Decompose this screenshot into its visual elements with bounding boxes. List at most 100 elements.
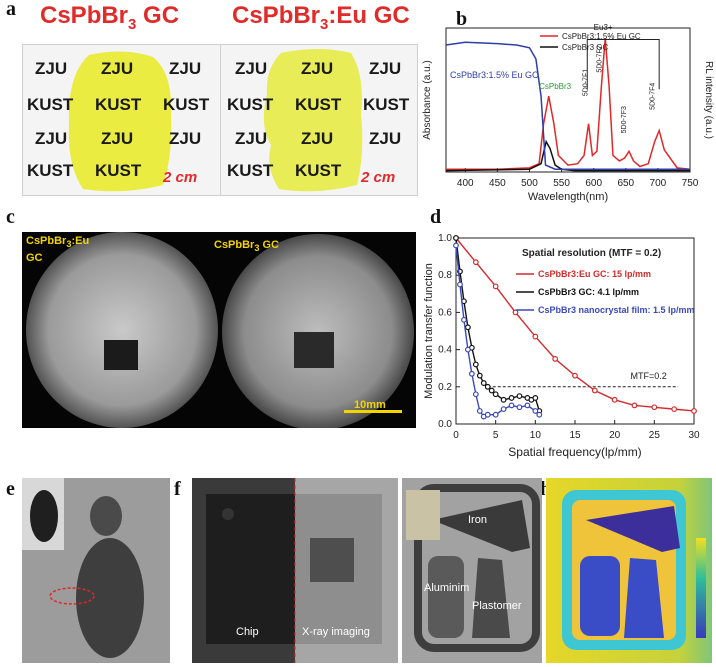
data-point xyxy=(457,281,463,288)
x-axis-label: Wavelength(nm) xyxy=(528,191,608,203)
x-tick-label: 550 xyxy=(553,178,570,189)
data-point xyxy=(591,387,598,394)
data-point xyxy=(508,402,515,409)
x-tick-label: 650 xyxy=(617,178,634,189)
panel-label-d: d xyxy=(430,206,442,228)
scale-label-right: 2 cm xyxy=(361,169,396,186)
x-tick-label: 5 xyxy=(493,430,499,441)
y-tick-label: 0.2 xyxy=(438,382,452,393)
transition-label: 5D0-7F1 xyxy=(582,69,589,96)
data-point xyxy=(476,372,483,379)
transition-label: 5D0-7F4 xyxy=(650,83,657,110)
legend-entry: CsPbBr3 GC: 4.1 lp/mm xyxy=(538,287,639,297)
grid-word: ZJU xyxy=(35,59,68,78)
x-tick-label: 20 xyxy=(609,430,621,441)
data-point xyxy=(552,355,559,362)
x-tick-label: 700 xyxy=(650,178,667,189)
sample-photo-right: ZJU ZJU ZJU KUST KUST KUST ZJU ZJU ZJU K… xyxy=(220,44,418,196)
data-point xyxy=(476,408,483,414)
false-color-graphic xyxy=(546,478,712,663)
y-tick-label: 0.0 xyxy=(438,419,452,430)
legend-entry: CsPbBr3:Eu GC: 15 lp/mm xyxy=(538,269,651,279)
threshold-label: MTF=0.2 xyxy=(631,371,667,381)
data-point xyxy=(492,391,499,398)
spectra-chart: 400 450 500 550 600 650 700 750 Wavelength(nm) Ab… xyxy=(422,23,714,203)
data-point xyxy=(468,370,475,377)
xray-beetle xyxy=(22,478,170,663)
glass-disc-right xyxy=(263,49,363,192)
grid-word: KUST xyxy=(363,95,410,114)
data-point xyxy=(532,408,539,414)
grid-word: KUST xyxy=(227,161,274,180)
transition-label: 5D0-7F2 xyxy=(596,45,603,72)
chart-title: Spatial resolution (MTF = 0.2) xyxy=(522,248,661,259)
eu-bracket xyxy=(586,39,660,90)
series-line-2 xyxy=(445,41,690,170)
grid-word: ZJU xyxy=(235,59,268,78)
y-axis-label-left: Absorbance (a.u.) xyxy=(422,60,433,140)
x-tick-label: 25 xyxy=(649,430,661,441)
xray-label-right: CsPbBr3 GC xyxy=(214,239,279,254)
panel-label-a: a xyxy=(6,0,16,20)
grid-word: ZJU xyxy=(369,59,402,78)
data-point xyxy=(453,235,459,241)
data-point xyxy=(472,391,479,398)
grid-word: ZJU xyxy=(101,129,134,148)
data-point xyxy=(492,411,499,418)
xray-chip-left xyxy=(26,232,414,428)
beetle-body xyxy=(22,478,170,663)
chip-graphic xyxy=(192,478,398,663)
plot-frame xyxy=(455,237,695,425)
grid-word: KUST xyxy=(295,161,342,180)
false-color-map xyxy=(546,478,712,663)
panel-label-h: h xyxy=(540,478,551,501)
grid-word: ZJU xyxy=(369,129,402,148)
data-point xyxy=(465,324,471,331)
data-point xyxy=(516,404,523,411)
grid-word: ZJU xyxy=(101,59,134,78)
grid-word: KUST xyxy=(295,95,342,114)
grid-word: ZJU xyxy=(301,59,334,78)
aluminum-label: Aluminim xyxy=(424,582,470,594)
x-tick-label: 0 xyxy=(453,430,459,441)
series-line-0 xyxy=(446,38,691,170)
scale-bar-label: 10mm xyxy=(354,399,386,411)
x-tick-label: 30 xyxy=(688,430,700,441)
x-tick-label: 600 xyxy=(585,178,602,189)
data-point xyxy=(532,333,539,340)
data-point xyxy=(488,387,495,394)
grid-word: KUST xyxy=(163,95,210,114)
panel-label-f: f xyxy=(174,478,181,500)
panel-label-b: b xyxy=(456,8,468,30)
series-line-0 xyxy=(455,237,695,412)
scale-label-left: 2 cm xyxy=(163,169,198,186)
x-tick-label: 15 xyxy=(569,430,581,441)
data-point xyxy=(524,402,531,409)
plastomer-label: Plastomer xyxy=(472,600,522,612)
y-axis-label: Modulation transfer function xyxy=(423,263,435,399)
data-point xyxy=(572,372,578,379)
y-tick-label: 1.0 xyxy=(438,233,452,244)
xray-label-left: CsPbBr3:Eu GC xyxy=(26,235,90,265)
data-point xyxy=(691,408,697,414)
data-point xyxy=(651,404,658,411)
iron-label: Iron xyxy=(468,514,487,526)
x-tick-label: 500 xyxy=(521,178,538,189)
annotation-eu: Eu3+ xyxy=(594,23,613,32)
data-point xyxy=(484,383,491,390)
sample-title-left: CsPbBr3 GC xyxy=(40,2,180,33)
legend-entry: CsPbBr3 GC xyxy=(562,43,608,52)
grid-word: ZJU xyxy=(35,129,68,148)
series-line-1 xyxy=(445,139,690,172)
data-point xyxy=(611,396,618,403)
y-tick-label: 0.6 xyxy=(438,307,452,318)
data-point xyxy=(472,259,479,266)
mtf-chart: 0 5 10 15 20 25 30 0.0 0.2 0.4 0.6 0.8 1.0 Spatial fr… xyxy=(423,233,700,459)
data-point xyxy=(461,316,467,323)
grid-word: KUST xyxy=(95,95,142,114)
grid-word: ZJU xyxy=(169,59,202,78)
sample-title-right: CsPbBr3:Eu GC xyxy=(232,2,410,33)
data-point xyxy=(465,346,471,353)
chip-comparison: Chip X-ray imaging xyxy=(192,478,398,663)
data-point xyxy=(500,406,507,413)
